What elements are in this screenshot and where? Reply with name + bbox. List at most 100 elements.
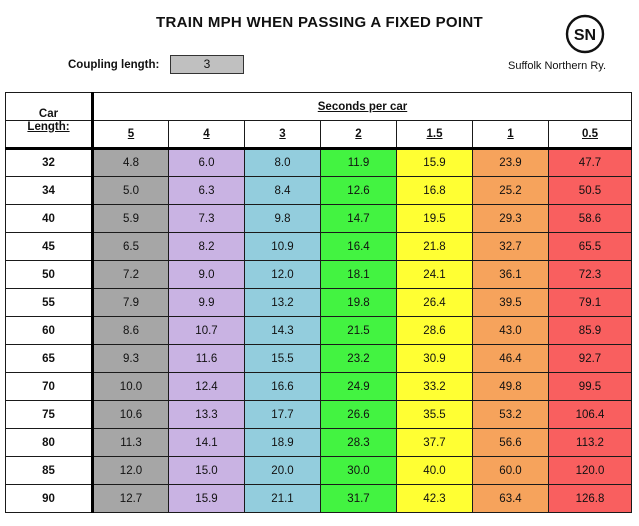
mph-cell: 16.4 (320, 232, 397, 261)
mph-cell: 10.0 (92, 372, 169, 401)
mph-cell: 12.6 (320, 176, 397, 205)
car-length-cell: 32 (5, 148, 94, 177)
mph-cell: 20.0 (244, 456, 321, 485)
mph-cell: 6.3 (168, 176, 245, 205)
car-length-cell: 70 (5, 372, 94, 401)
car-length-cell: 60 (5, 316, 94, 345)
sn-logo-icon: SN (565, 14, 605, 54)
mph-cell: 21.5 (320, 316, 397, 345)
mph-cell: 12.7 (92, 484, 169, 513)
car-length-cell: 50 (5, 260, 94, 289)
table-row: 85 12.0 15.0 20.0 30.0 40.0 60.0 120.0 (5, 456, 632, 485)
mph-cell: 53.2 (472, 400, 549, 429)
table-row: 32 4.8 6.0 8.0 11.9 15.9 23.9 47.7 (5, 148, 632, 177)
mph-cell: 23.9 (472, 148, 549, 177)
mph-cell: 7.3 (168, 204, 245, 233)
mph-cell: 6.5 (92, 232, 169, 261)
coupling-length-input[interactable]: 3 (170, 55, 244, 74)
mph-cell: 23.2 (320, 344, 397, 373)
mph-cell: 13.3 (168, 400, 245, 429)
mph-cell: 29.3 (472, 204, 549, 233)
mph-cell: 36.1 (472, 260, 549, 289)
table-row: 70 10.0 12.4 16.6 24.9 33.2 49.8 99.5 (5, 372, 632, 401)
mph-cell: 56.6 (472, 428, 549, 457)
seconds-per-car-header: Seconds per car (92, 92, 632, 121)
mph-cell: 120.0 (548, 456, 632, 485)
mph-cell: 113.2 (548, 428, 632, 457)
car-length-cell: 85 (5, 456, 94, 485)
mph-cell: 15.9 (168, 484, 245, 513)
column-header-4: 4 (168, 120, 245, 150)
mph-cell: 12.0 (92, 456, 169, 485)
column-header-label: 1.5 (426, 128, 443, 140)
mph-cell: 26.4 (396, 288, 473, 317)
mph-cell: 106.4 (548, 400, 632, 429)
mph-cell: 99.5 (548, 372, 632, 401)
table-row: 34 5.0 6.3 8.4 12.6 16.8 25.2 50.5 (5, 176, 632, 205)
mph-cell: 32.7 (472, 232, 549, 261)
mph-cell: 79.1 (548, 288, 632, 317)
mph-cell: 15.9 (396, 148, 473, 177)
brand-name: Suffolk Northern Ry. (508, 60, 607, 72)
mph-cell: 12.0 (244, 260, 321, 289)
mph-cell: 10.7 (168, 316, 245, 345)
mph-cell: 49.8 (472, 372, 549, 401)
mph-cell: 7.2 (92, 260, 169, 289)
mph-cell: 7.9 (92, 288, 169, 317)
mph-cell: 16.6 (244, 372, 321, 401)
mph-cell: 30.9 (396, 344, 473, 373)
table-row: 50 7.2 9.0 12.0 18.1 24.1 36.1 72.3 (5, 260, 632, 289)
coupling-length-label: Coupling length: (68, 59, 160, 71)
car-length-cell: 80 (5, 428, 94, 457)
logo-text: SN (574, 27, 596, 44)
column-header-2: 2 (320, 120, 397, 150)
mph-cell: 35.5 (396, 400, 473, 429)
mph-cell: 47.7 (548, 148, 632, 177)
table-row: 55 7.9 9.9 13.2 19.8 26.4 39.5 79.1 (5, 288, 632, 317)
mph-cell: 12.4 (168, 372, 245, 401)
mph-cell: 30.0 (320, 456, 397, 485)
mph-cell: 5.9 (92, 204, 169, 233)
mph-cell: 60.0 (472, 456, 549, 485)
mph-cell: 31.7 (320, 484, 397, 513)
mph-cell: 9.3 (92, 344, 169, 373)
column-header-3: 3 (244, 120, 321, 150)
column-header-label: 1 (507, 128, 514, 140)
mph-cell: 13.2 (244, 288, 321, 317)
table-row: 90 12.7 15.9 21.1 31.7 42.3 63.4 126.8 (5, 484, 632, 513)
mph-cell: 8.4 (244, 176, 321, 205)
mph-cell: 15.5 (244, 344, 321, 373)
mph-cell: 4.8 (92, 148, 169, 177)
car-length-cell: 45 (5, 232, 94, 261)
mph-cell: 15.0 (168, 456, 245, 485)
mph-cell: 9.0 (168, 260, 245, 289)
mph-cell: 28.6 (396, 316, 473, 345)
mph-cell: 42.3 (396, 484, 473, 513)
column-header-1-5: 1.5 (396, 120, 473, 150)
mph-cell: 6.0 (168, 148, 245, 177)
mph-cell: 65.5 (548, 232, 632, 261)
table-row: 65 9.3 11.6 15.5 23.2 30.9 46.4 92.7 (5, 344, 632, 373)
car-length-cell: 90 (5, 484, 94, 513)
mph-cell: 24.1 (396, 260, 473, 289)
mph-cell: 72.3 (548, 260, 632, 289)
table-row: 40 5.9 7.3 9.8 14.7 19.5 29.3 58.6 (5, 204, 632, 233)
mph-cell: 26.6 (320, 400, 397, 429)
mph-cell: 19.5 (396, 204, 473, 233)
mph-cell: 10.9 (244, 232, 321, 261)
mph-cell: 8.6 (92, 316, 169, 345)
car-length-cell: 34 (5, 176, 94, 205)
speed-table: Car Seconds per car Length: 5 4 3 2 1.5 1 0.5 32 4.… (5, 92, 632, 513)
mph-cell: 14.1 (168, 428, 245, 457)
mph-cell: 33.2 (396, 372, 473, 401)
mph-cell: 85.9 (548, 316, 632, 345)
column-header-5: 5 (92, 120, 169, 150)
column-header-label: 4 (203, 128, 210, 140)
header-row-top: Car Seconds per car (5, 92, 632, 121)
table-row: 60 8.6 10.7 14.3 21.5 28.6 43.0 85.9 (5, 316, 632, 345)
mph-cell: 5.0 (92, 176, 169, 205)
table-row: 75 10.6 13.3 17.7 26.6 35.5 53.2 106.4 (5, 400, 632, 429)
mph-cell: 11.9 (320, 148, 397, 177)
table-row: 80 11.3 14.1 18.9 28.3 37.7 56.6 113.2 (5, 428, 632, 457)
page-title: TRAIN MPH WHEN PASSING A FIXED POINT (156, 14, 483, 31)
